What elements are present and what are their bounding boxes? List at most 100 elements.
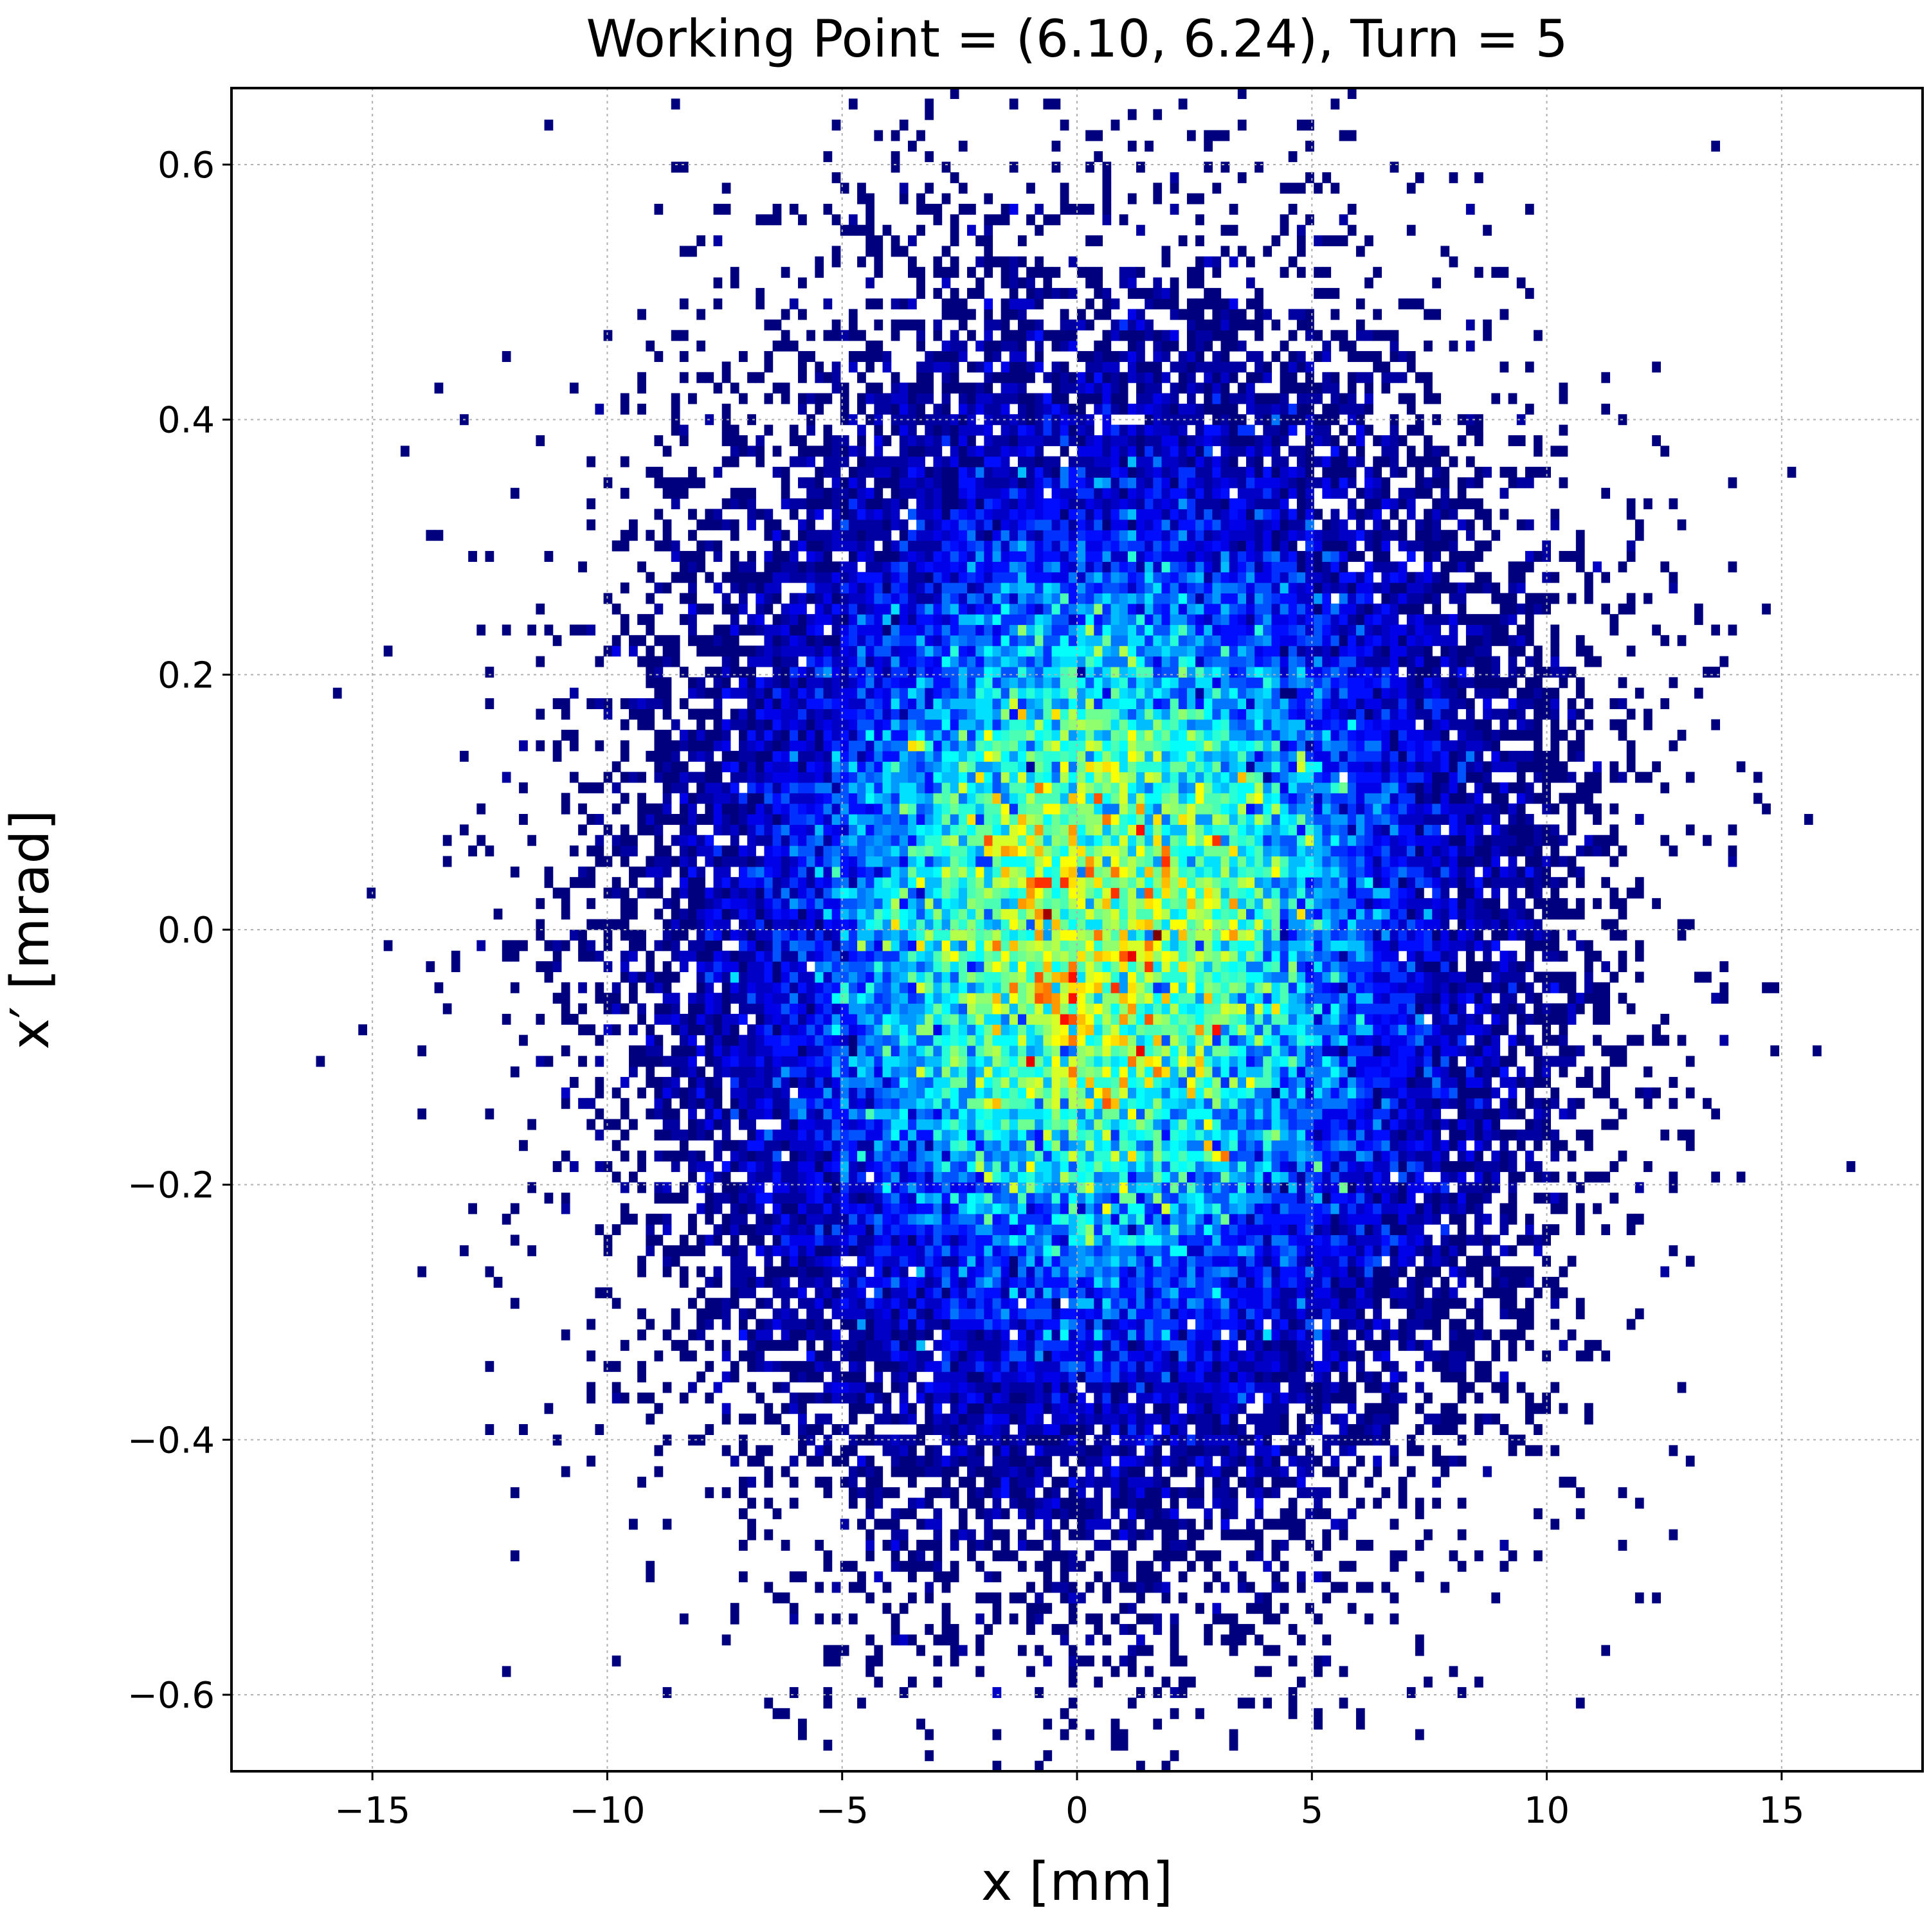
- heatmap-cell: [1364, 1108, 1373, 1120]
- heatmap-cell: [772, 1160, 782, 1172]
- heatmap-cell: [1330, 1582, 1340, 1593]
- heatmap-cell: [865, 1319, 874, 1330]
- heatmap-cell: [1145, 1203, 1154, 1214]
- heatmap-cell: [1229, 1329, 1238, 1341]
- heatmap-cell: [789, 1392, 799, 1404]
- heatmap-cell: [654, 1234, 664, 1246]
- heatmap-cell: [1355, 1066, 1365, 1078]
- heatmap-cell: [933, 1297, 943, 1309]
- heatmap-cell: [747, 1150, 756, 1162]
- heatmap-cell: [1212, 1003, 1222, 1015]
- heatmap-cell: [1381, 1077, 1391, 1088]
- heatmap-cell: [1559, 1056, 1568, 1067]
- heatmap-cell: [1322, 1213, 1332, 1225]
- heatmap-cell: [1567, 1045, 1577, 1056]
- heatmap-cell: [1516, 1319, 1526, 1330]
- heatmap-cell: [1271, 1108, 1281, 1120]
- heatmap-cell: [1085, 1360, 1094, 1372]
- heatmap-cell: [1398, 1140, 1408, 1151]
- heatmap-cell: [1178, 1308, 1188, 1320]
- heatmap-cell: [561, 1097, 570, 1109]
- heatmap-cell: [756, 1087, 765, 1099]
- heatmap-cell: [721, 1350, 731, 1362]
- heatmap-cell: [848, 1382, 858, 1393]
- heatmap-cell: [611, 1656, 621, 1666]
- heatmap-cell: [1110, 1308, 1120, 1320]
- heatmap-cell: [1195, 1066, 1204, 1078]
- heatmap-cell: [1170, 1319, 1179, 1330]
- heatmap-cell: [637, 1045, 646, 1056]
- heatmap-cell: [933, 1340, 943, 1351]
- heatmap-cell: [688, 1077, 697, 1088]
- heatmap-cell: [595, 1160, 604, 1172]
- heatmap-cell: [679, 1340, 689, 1351]
- heatmap-cell: [1390, 1613, 1399, 1625]
- heatmap-cell: [1127, 1329, 1137, 1341]
- heatmap-cell: [1296, 1466, 1306, 1477]
- heatmap-cell: [1043, 1603, 1053, 1614]
- heatmap-cell: [933, 1077, 943, 1088]
- heatmap-cell: [975, 1340, 984, 1351]
- heatmap-cell: [967, 1424, 976, 1435]
- heatmap-cell: [975, 1097, 984, 1109]
- heatmap-cell: [764, 1266, 774, 1277]
- heatmap-cell: [1077, 1297, 1086, 1309]
- heatmap-cell: [831, 1013, 841, 1025]
- heatmap-cell: [1043, 1519, 1053, 1530]
- heatmap-cell: [1373, 1287, 1382, 1299]
- heatmap-cell: [1212, 1140, 1222, 1151]
- heatmap-cell: [1280, 1013, 1289, 1025]
- heatmap-cell: [958, 1119, 968, 1130]
- heatmap-cell: [1094, 1487, 1103, 1499]
- heatmap-cell: [815, 1182, 824, 1193]
- heatmap-cell: [874, 1266, 883, 1277]
- heatmap-cell: [713, 1308, 723, 1320]
- heatmap-cell: [1060, 1497, 1069, 1509]
- heatmap-cell: [1229, 1560, 1238, 1572]
- heatmap-cell: [1339, 1213, 1348, 1225]
- heatmap-cell: [1119, 1371, 1128, 1383]
- heatmap-cell: [1314, 1056, 1323, 1067]
- heatmap-cell: [1525, 1392, 1534, 1404]
- heatmap-cell: [1178, 1203, 1188, 1214]
- heatmap-cell: [815, 1445, 824, 1456]
- heatmap-cell: [1186, 1077, 1196, 1088]
- heatmap-cell: [1229, 1424, 1238, 1435]
- heatmap-cell: [1296, 1224, 1306, 1236]
- heatmap-cell: [925, 1077, 934, 1088]
- heatmap-cell: [1465, 1150, 1475, 1162]
- heatmap-cell: [1364, 1160, 1373, 1172]
- heatmap-cell: [933, 1193, 943, 1204]
- heatmap-cell: [1508, 1550, 1517, 1562]
- heatmap-cell: [848, 1097, 858, 1109]
- heatmap-cell: [882, 1392, 892, 1404]
- heatmap-cell: [1229, 1013, 1238, 1025]
- heatmap-cell: [1161, 1140, 1171, 1151]
- heatmap-cell: [899, 1445, 909, 1456]
- heatmap-cell: [1085, 1287, 1094, 1299]
- heatmap-cell: [1043, 1003, 1053, 1015]
- heatmap-cell: [1449, 1056, 1458, 1067]
- heatmap-cell: [1364, 1245, 1373, 1256]
- heatmap-cell: [1339, 1445, 1348, 1456]
- heatmap-cell: [1373, 1308, 1382, 1320]
- heatmap-cell: [840, 1287, 849, 1299]
- heatmap-cell: [1212, 1108, 1222, 1120]
- heatmap-cell: [933, 993, 943, 1004]
- heatmap-cell: [831, 1245, 841, 1256]
- heatmap-cell: [1178, 1382, 1188, 1393]
- heatmap-cell: [1347, 1403, 1357, 1414]
- heatmap-cell: [933, 1129, 943, 1141]
- heatmap-cell: [730, 1456, 739, 1467]
- heatmap-cell: [1263, 1382, 1272, 1393]
- heatmap-cell: [1288, 1003, 1298, 1015]
- heatmap-cell: [1068, 1171, 1078, 1183]
- heatmap-cell: [1644, 1097, 1653, 1109]
- heatmap-cell: [1178, 1656, 1188, 1666]
- heatmap-cell: [1068, 1424, 1078, 1435]
- heatmap-cell: [586, 1350, 596, 1362]
- heatmap-cell: [865, 1456, 874, 1467]
- heatmap-cell: [696, 1371, 705, 1383]
- heatmap-cell: [1355, 1171, 1365, 1183]
- heatmap-cell: [823, 1150, 833, 1162]
